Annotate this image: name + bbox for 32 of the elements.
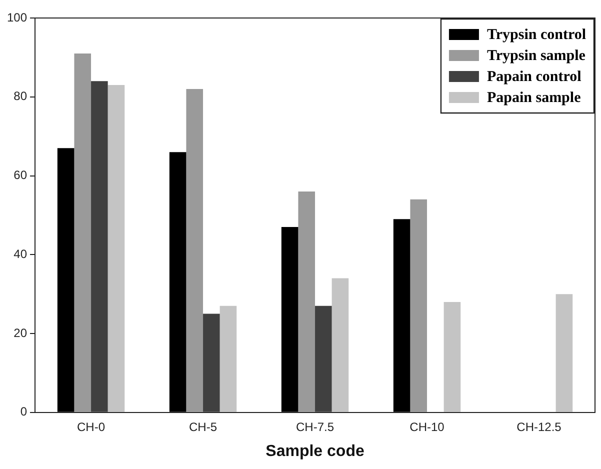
bar — [203, 314, 220, 412]
bar — [74, 53, 92, 412]
y-tick-label: 20 — [14, 326, 28, 340]
bar — [298, 192, 316, 412]
legend-label: Papain sample — [486, 90, 582, 106]
bar — [332, 278, 349, 412]
bar — [410, 199, 428, 412]
y-tick-label: 40 — [14, 246, 28, 261]
x-tick-label: CH-7.5 — [296, 420, 334, 434]
y-tick-label: 80 — [14, 89, 28, 104]
y-tick-label: 100 — [6, 10, 28, 24]
x-tick-label: CH-10 — [410, 420, 445, 434]
bar — [556, 294, 573, 412]
bar — [169, 152, 186, 412]
y-tick-label: 60 — [14, 168, 28, 182]
legend-label: Trypsin sample — [486, 48, 586, 64]
bar — [57, 148, 74, 412]
bar — [108, 85, 125, 412]
x-tick-label: CH-12.5 — [516, 420, 562, 434]
y-tick-label: 0 — [20, 404, 28, 419]
bar — [91, 81, 108, 412]
x-axis-title: Sample code — [266, 442, 364, 460]
legend-label: Trypsin control — [486, 26, 586, 43]
bar — [220, 306, 237, 412]
bar — [281, 227, 298, 412]
bar — [393, 219, 410, 412]
x-tick-label: CH-5 — [189, 420, 218, 434]
bar — [315, 306, 332, 412]
bar — [186, 88, 204, 412]
bar — [444, 302, 461, 412]
x-tick-label: CH-0 — [77, 420, 106, 434]
legend-label: Papain control — [486, 68, 582, 85]
